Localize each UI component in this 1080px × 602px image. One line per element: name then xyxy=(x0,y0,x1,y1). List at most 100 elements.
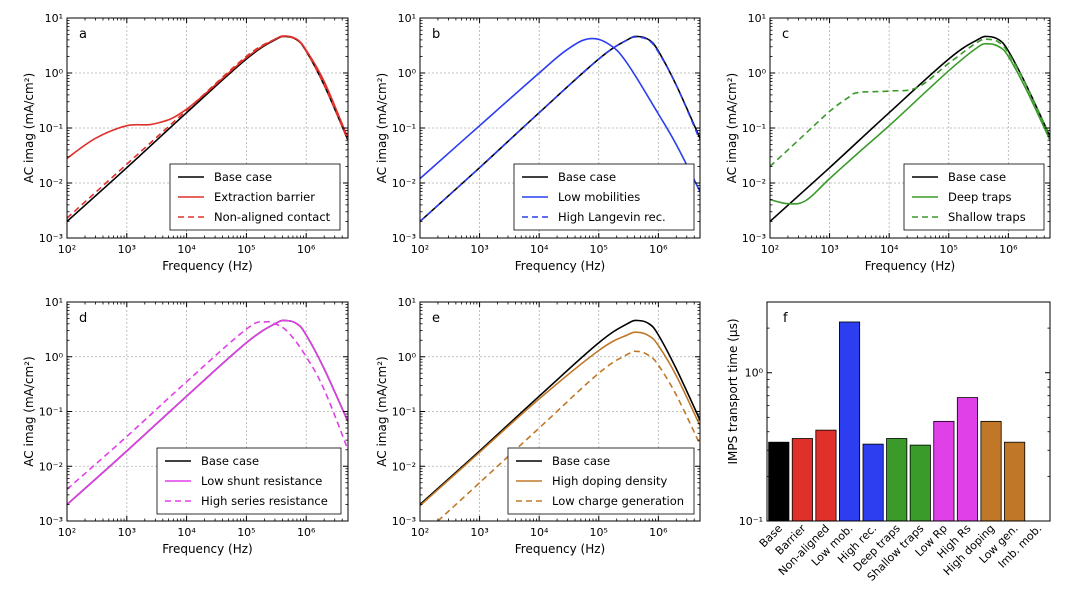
chart-panel-c: 10² 10³ 10⁴ 10⁵ 10⁶ 10⁻³ 10⁻² 10⁻¹ 10⁰ 10¹ Frequen… xyxy=(725,12,1051,273)
y-tick-label: 10⁻¹ xyxy=(39,406,63,419)
y-tick-label: 10⁰ xyxy=(45,351,64,364)
legend-label: High series resistance xyxy=(201,494,328,508)
legend-label: High Langevin rec. xyxy=(558,210,666,224)
legend-label: Non-aligned contact xyxy=(214,210,331,224)
series-line-b-2 xyxy=(420,36,700,222)
legend-label: Deep traps xyxy=(948,190,1012,204)
x-tick-label: 10⁶ xyxy=(297,243,316,256)
legend: Base case Low mobilities High Langevin rec… xyxy=(513,163,695,231)
series-line-d-2 xyxy=(67,320,348,490)
legend: Base case Extraction barrier Non-aligned c… xyxy=(169,163,341,231)
x-tick-label: 10² xyxy=(58,243,76,256)
panel-letter: f xyxy=(783,311,788,326)
y-tick-label: 10⁻² xyxy=(39,460,63,473)
y-tick-label: 10⁻¹ xyxy=(39,122,63,135)
y-tick-label: 10⁰ xyxy=(745,367,764,380)
y-tick-label: 10⁻² xyxy=(392,177,416,190)
x-tick-label: 10⁶ xyxy=(999,243,1018,256)
series-line-d-1 xyxy=(67,319,348,506)
x-tick-label: 10⁴ xyxy=(177,526,196,539)
x-tick-label: 10⁴ xyxy=(177,243,196,256)
chart-panel-d: 10² 10³ 10⁴ 10⁵ 10⁶ 10⁻³ 10⁻² 10⁻¹ 10⁰ 10¹ Frequen… xyxy=(22,296,349,556)
panel-letter: b xyxy=(432,27,440,42)
legend-label: Base case xyxy=(552,454,610,468)
legend: Base case High doping density Low charge g… xyxy=(507,447,695,515)
legend-label: High doping density xyxy=(552,474,668,488)
series-line-c-2 xyxy=(770,38,1050,167)
bar-4 xyxy=(862,443,884,522)
series-line-c-0 xyxy=(770,35,1050,222)
bar-3 xyxy=(839,321,861,522)
y-tick-label: 10⁻³ xyxy=(39,515,63,528)
y-tick-label: 10⁰ xyxy=(45,67,64,80)
x-tick-label: 10⁴ xyxy=(530,243,549,256)
x-tick-label: 10³ xyxy=(820,243,838,256)
bar-1 xyxy=(791,438,813,522)
bar-10 xyxy=(1004,441,1026,522)
series-line-a-2 xyxy=(67,35,348,219)
y-tick-label: 10⁻² xyxy=(39,177,63,190)
y-tick-label: 10⁻³ xyxy=(742,232,766,245)
y-tick-label: 10¹ xyxy=(45,296,63,309)
plot-frame xyxy=(766,301,1051,522)
y-axis-label: IMPS transport time (μs) xyxy=(726,319,740,465)
y-tick-label: 10⁻¹ xyxy=(392,406,416,419)
y-tick-label: 10⁰ xyxy=(398,351,417,364)
x-tick-label: 10³ xyxy=(470,243,488,256)
x-tick-label: 10⁶ xyxy=(649,526,668,539)
y-tick-label: 10⁻¹ xyxy=(392,122,416,135)
y-tick-label: 10⁻² xyxy=(392,460,416,473)
x-tick-label: 10⁵ xyxy=(237,243,255,256)
panel-letter: d xyxy=(79,311,87,326)
legend-label: Base case xyxy=(214,170,272,184)
y-tick-label: 10¹ xyxy=(45,12,63,25)
x-tick-label: 10² xyxy=(411,243,429,256)
x-tick-label: 10³ xyxy=(118,526,136,539)
y-tick-label: 10¹ xyxy=(748,12,766,25)
y-tick-label: 10⁻³ xyxy=(39,232,63,245)
bar-8 xyxy=(956,397,978,522)
x-tick-label: 10⁴ xyxy=(530,526,549,539)
x-tick-label: 10⁵ xyxy=(237,526,255,539)
y-tick-label: 10⁻³ xyxy=(392,515,416,528)
x-tick-label: 10⁵ xyxy=(590,243,608,256)
x-tick-label: 10⁵ xyxy=(590,526,608,539)
y-axis-label: AC imag (mA/cm²) xyxy=(375,73,389,183)
chart-panel-b: 10² 10³ 10⁴ 10⁵ 10⁶ 10⁻³ 10⁻² 10⁻¹ 10⁰ 10¹ Frequen… xyxy=(375,12,701,273)
bar-7 xyxy=(933,420,955,522)
x-tick-label: 10³ xyxy=(118,243,136,256)
legend-label: Low shunt resistance xyxy=(201,474,322,488)
legend-label: Extraction barrier xyxy=(214,190,315,204)
x-axis-label: Frequency (Hz) xyxy=(865,259,956,273)
y-tick-label: 10⁻¹ xyxy=(739,515,763,528)
legend: Base case Deep traps Shallow traps xyxy=(903,163,1045,231)
x-tick-label: 10⁵ xyxy=(940,243,958,256)
y-axis-label: AC imag (mA/cm²) xyxy=(22,356,36,466)
chart-panel-a: 10² 10³ 10⁴ 10⁵ 10⁶ 10⁻³ 10⁻² 10⁻¹ 10⁰ 10¹ Frequen… xyxy=(22,12,349,273)
y-tick-label: 10⁻³ xyxy=(392,232,416,245)
y-axis-label: AC imag (mA/cm²) xyxy=(22,73,36,183)
legend-label: Base case xyxy=(201,454,259,468)
bar-9 xyxy=(980,420,1002,522)
x-tick-label: 10³ xyxy=(470,526,488,539)
y-tick-label: 10⁻² xyxy=(742,177,766,190)
y-tick-label: 10⁰ xyxy=(398,67,417,80)
y-tick-label: 10¹ xyxy=(398,296,416,309)
x-axis-label: Frequency (Hz) xyxy=(515,542,606,556)
bar-2 xyxy=(815,429,837,522)
bar-5 xyxy=(886,438,908,522)
legend-label: Low charge generation xyxy=(552,494,684,508)
y-tick-label: 10⁻¹ xyxy=(742,122,766,135)
y-tick-label: 10¹ xyxy=(398,12,416,25)
chart-panel-e: 10² 10³ 10⁴ 10⁵ 10⁶ 10⁻³ 10⁻² 10⁻¹ 10⁰ 10¹ Frequen… xyxy=(375,296,701,556)
panel-letter: a xyxy=(79,27,87,42)
x-tick-label: 10² xyxy=(58,526,76,539)
legend-label: Low mobilities xyxy=(558,190,640,204)
x-tick-label: 10⁴ xyxy=(880,243,899,256)
series-line-c-1 xyxy=(770,42,1050,205)
legend: Base case Low shunt resistance High series… xyxy=(156,447,342,515)
x-axis-label: Frequency (Hz) xyxy=(162,542,253,556)
x-tick-label: 10² xyxy=(761,243,779,256)
panel-letter: c xyxy=(782,27,789,42)
